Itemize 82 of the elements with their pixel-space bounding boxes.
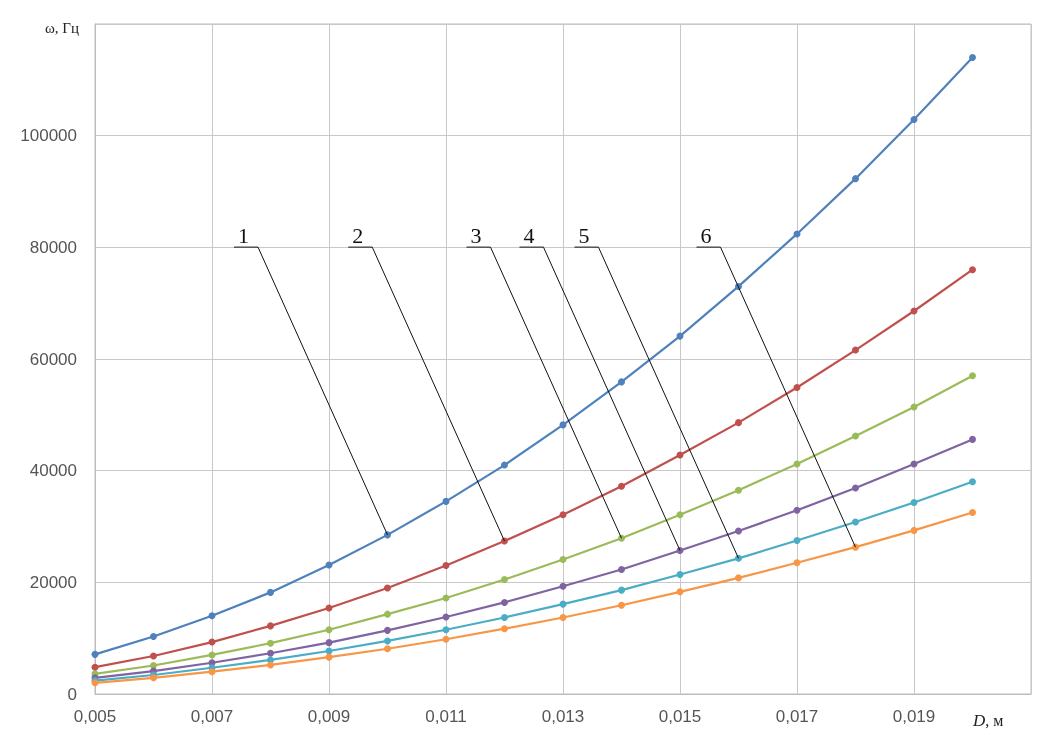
y-tick-label: 100000 (20, 126, 77, 146)
x-tick-label: 0,017 (775, 707, 819, 726)
point (384, 610, 391, 618)
point (267, 661, 274, 669)
point (501, 614, 508, 622)
point (501, 625, 508, 633)
point (559, 614, 567, 622)
point (676, 571, 684, 579)
y-tick-label: 80000 (29, 237, 77, 257)
point (910, 526, 918, 534)
point (735, 486, 742, 494)
point (618, 586, 625, 594)
point (735, 419, 742, 427)
y-axis-title: ω, Гц (44, 20, 79, 36)
point (852, 518, 859, 526)
point (618, 565, 625, 573)
annotation: 4 (523, 222, 535, 248)
point (501, 576, 508, 584)
point (735, 527, 742, 535)
point (267, 588, 274, 596)
point (442, 497, 450, 505)
point (208, 668, 216, 676)
point (910, 115, 918, 123)
point (559, 555, 567, 563)
point (852, 484, 859, 492)
x-tick-label: 0,011 (425, 707, 467, 726)
x-tick-label: 0,009 (307, 707, 351, 726)
point (618, 601, 625, 609)
point (793, 559, 801, 567)
point (91, 650, 99, 658)
point (150, 652, 157, 660)
point (325, 626, 333, 634)
point (267, 639, 274, 647)
point (618, 378, 625, 386)
point (910, 498, 918, 506)
point (618, 482, 625, 490)
x-tick-label: 0,015 (658, 707, 702, 726)
y-tick-label: 0 (67, 684, 77, 704)
point (676, 511, 684, 519)
x-tick-label: 0,013 (541, 707, 585, 726)
point (793, 536, 801, 544)
point (969, 266, 976, 274)
x-axis-title: D, м (972, 711, 1004, 730)
point (501, 598, 508, 606)
point (267, 649, 274, 657)
y-tick-label: 40000 (29, 461, 77, 481)
point (676, 588, 684, 596)
point (969, 372, 976, 380)
point (267, 622, 274, 630)
point (559, 511, 567, 519)
point (384, 584, 391, 592)
y-tick-label: 60000 (29, 349, 77, 369)
point (442, 562, 450, 570)
annotation: 1 (238, 222, 250, 248)
point (969, 435, 976, 443)
point (501, 461, 508, 469)
point (969, 509, 976, 517)
annotation: 3 (470, 222, 482, 248)
annotation: 6 (700, 222, 712, 248)
point (969, 54, 976, 61)
point (442, 626, 450, 634)
point (325, 639, 333, 647)
y-tick-label: 20000 (29, 572, 77, 592)
point (150, 632, 157, 640)
point (793, 383, 801, 391)
point (442, 635, 450, 643)
point (384, 626, 391, 634)
point (969, 478, 976, 486)
point (852, 432, 859, 440)
point (384, 645, 391, 653)
x-tick-label: 0,005 (73, 707, 117, 726)
annotation: 5 (578, 222, 590, 248)
point (735, 574, 742, 582)
x-tick-label: 0,019 (892, 707, 936, 726)
point (793, 506, 801, 514)
point (852, 175, 859, 183)
point (852, 346, 859, 354)
annotation: 2 (352, 222, 364, 248)
point (208, 612, 216, 620)
point (559, 582, 567, 590)
x-tick-label: 0,007 (190, 707, 234, 726)
point (384, 637, 391, 645)
